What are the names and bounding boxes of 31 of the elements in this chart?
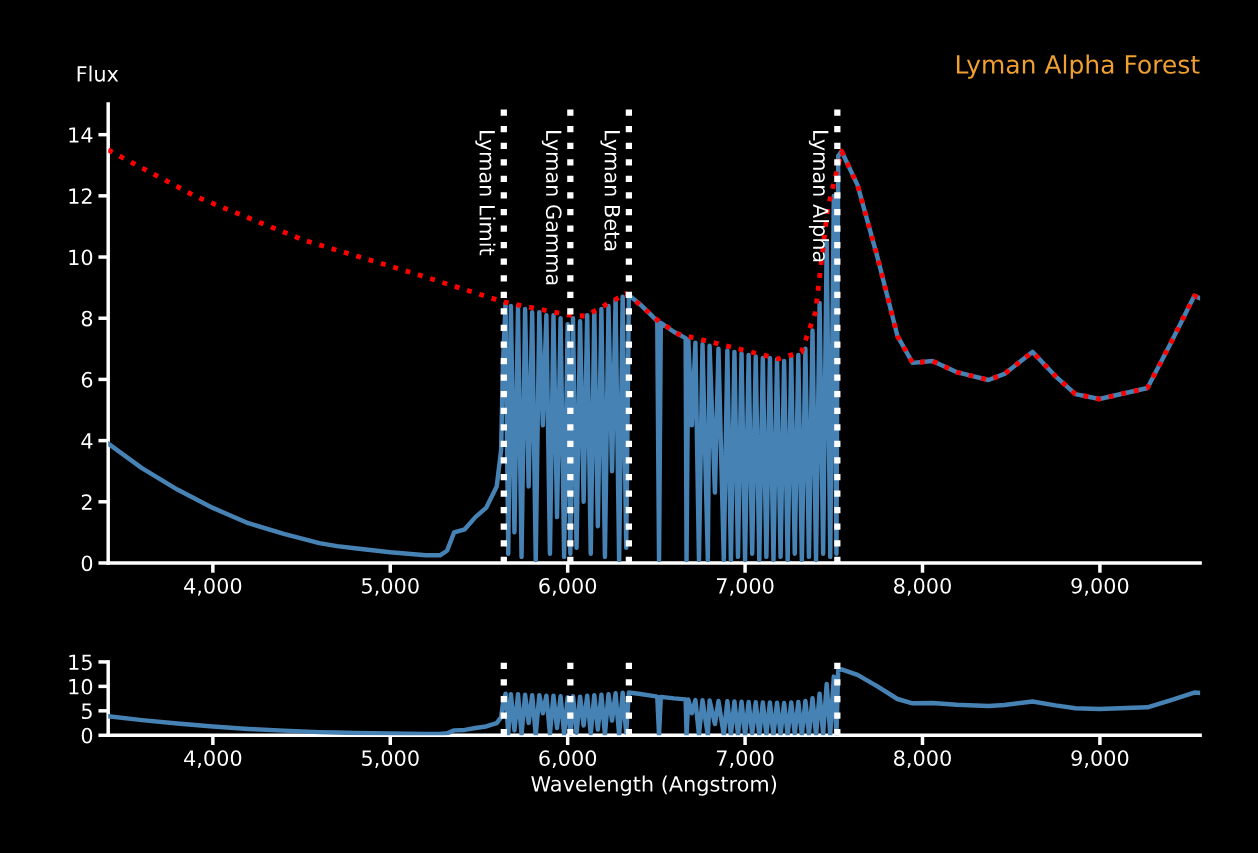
x-tick-label: 5,000	[362, 577, 419, 596]
x-axis-title: Wavelength (Angstrom)	[531, 775, 777, 796]
x-tick-label: 4,000	[184, 577, 242, 596]
chart-title: Lyman Alpha Forest	[956, 54, 1200, 79]
x-tick-label: 7,000	[716, 577, 774, 596]
ref-line-label: Lyman Gamma	[541, 131, 562, 285]
y-tick-label: 5	[81, 703, 92, 720]
y-tick-label: 10	[69, 678, 93, 695]
y-tick-label: 0	[81, 555, 93, 572]
x-tick-label: 9,000	[1071, 577, 1129, 596]
ref-line-label: Lyman Limit	[475, 131, 496, 256]
x-tick-label: 8,000	[894, 750, 951, 769]
y-axis-title: Flux	[77, 65, 119, 82]
x-tick-label: 5,000	[362, 750, 419, 769]
y-tick-label: 4	[81, 433, 93, 449]
x-tick-label: 8,000	[894, 577, 951, 596]
y-tick-label: 8	[81, 310, 93, 327]
x-tick-label: 6,000	[539, 577, 597, 596]
ref-line-label: Lyman Alpha	[808, 131, 829, 262]
y-tick-label: 0	[81, 727, 93, 744]
y-tick-label: 15	[69, 654, 92, 671]
ref-line-label: Lyman Beta	[600, 131, 620, 251]
x-tick-label: 6,000	[539, 750, 597, 769]
x-tick-label: 7,000	[716, 750, 774, 769]
y-tick-label: 2	[81, 494, 92, 510]
y-tick-label: 10	[69, 249, 93, 266]
y-tick-label: 6	[81, 371, 93, 388]
y-tick-label: 12	[69, 188, 92, 204]
x-tick-label: 4,000	[184, 750, 242, 769]
y-tick-label: 14	[69, 127, 93, 143]
x-tick-label: 9,000	[1071, 750, 1129, 769]
